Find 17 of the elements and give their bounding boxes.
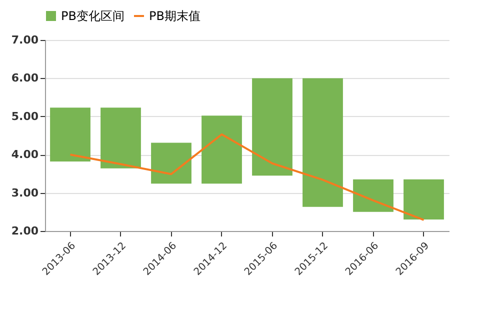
bar	[353, 179, 394, 212]
y-tick-label: 5.00	[11, 110, 39, 123]
y-tick-label: 3.00	[11, 186, 39, 200]
line-series	[69, 133, 425, 221]
bar	[50, 108, 90, 162]
bar	[404, 179, 444, 220]
y-tick-label: 6.00	[11, 72, 39, 85]
bar	[302, 78, 343, 207]
y-tick-label: 4.00	[11, 148, 39, 162]
bar	[151, 142, 192, 184]
bar	[252, 78, 292, 176]
y-tick-label: 2.00	[11, 224, 39, 238]
bar	[100, 108, 141, 168]
legend-label: PB变化区间	[61, 9, 124, 23]
bar	[202, 116, 242, 184]
legend-label: PB期末值	[149, 9, 200, 23]
y-tick-label: 7.00	[11, 34, 39, 46]
